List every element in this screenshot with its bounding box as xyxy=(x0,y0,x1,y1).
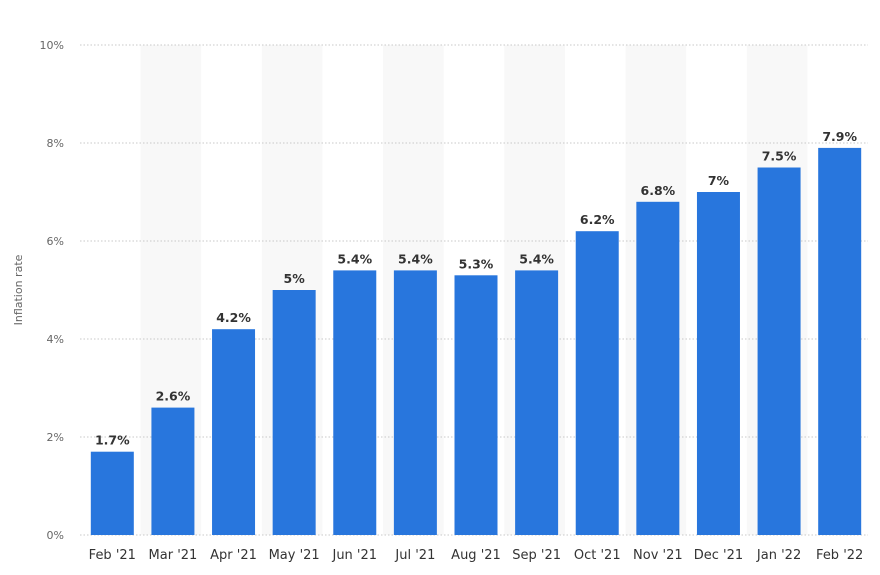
x-tick-label: Aug '21 xyxy=(451,548,501,563)
x-tick-label: Feb '22 xyxy=(816,548,863,563)
bars xyxy=(90,147,862,536)
y-tick-label: 8% xyxy=(47,137,64,150)
data-label: 5% xyxy=(284,271,306,286)
x-axis-ticks: Feb '21 Mar '21 Apr '21 May '21 Jun '21 Jul '… xyxy=(89,548,864,563)
x-tick-label: Apr '21 xyxy=(210,548,257,563)
y-tick-label: 6% xyxy=(47,235,64,248)
bar-1 xyxy=(151,407,195,535)
data-label: 4.2% xyxy=(216,310,251,325)
data-label: 5.4% xyxy=(398,251,433,266)
bar-6 xyxy=(454,275,498,535)
bar-11 xyxy=(757,167,801,535)
data-label: 6.2% xyxy=(580,212,615,227)
x-tick-label: May '21 xyxy=(269,548,320,563)
bar-2 xyxy=(212,329,256,535)
bar-9 xyxy=(636,201,680,536)
y-tick-label: 0% xyxy=(47,529,64,542)
bar-4 xyxy=(333,270,377,535)
bar-3 xyxy=(272,290,316,535)
data-label: 7.9% xyxy=(822,129,857,144)
x-tick-label: Oct '21 xyxy=(574,548,621,563)
y-axis-ticks: 0% 2% 4% 6% 8% 10% xyxy=(40,39,64,542)
bar-5 xyxy=(393,270,437,535)
x-tick-label: Nov '21 xyxy=(633,548,683,563)
data-label: 7% xyxy=(708,173,730,188)
y-tick-label: 10% xyxy=(40,39,64,52)
y-axis-label: Inflation rate xyxy=(12,254,25,325)
data-label: 7.5% xyxy=(762,149,797,164)
bar-0 xyxy=(90,451,134,535)
data-label: 5.4% xyxy=(519,251,554,266)
x-tick-label: Dec '21 xyxy=(694,548,743,563)
x-tick-label: Sep '21 xyxy=(512,548,561,563)
x-tick-label: Jun '21 xyxy=(331,548,377,563)
x-tick-label: Mar '21 xyxy=(149,548,198,563)
data-label: 2.6% xyxy=(156,389,191,404)
bar-8 xyxy=(575,231,619,535)
bar-10 xyxy=(696,192,740,535)
y-tick-label: 4% xyxy=(47,333,64,346)
data-labels: 1.7% 2.6% 4.2% 5% 5.4% 5.4% 5.3% 5.4% 6.2% 6.8% 7%… xyxy=(95,129,858,448)
data-label: 1.7% xyxy=(95,433,130,448)
bar-12 xyxy=(818,147,862,535)
data-label: 5.4% xyxy=(337,251,372,266)
bar-7 xyxy=(515,270,559,535)
data-label: 5.3% xyxy=(459,256,494,271)
x-tick-label: Jul '21 xyxy=(394,548,435,563)
x-tick-label: Jan '22 xyxy=(756,548,801,563)
y-tick-label: 2% xyxy=(47,431,64,444)
data-label: 6.8% xyxy=(641,183,676,198)
x-tick-label: Feb '21 xyxy=(89,548,136,563)
